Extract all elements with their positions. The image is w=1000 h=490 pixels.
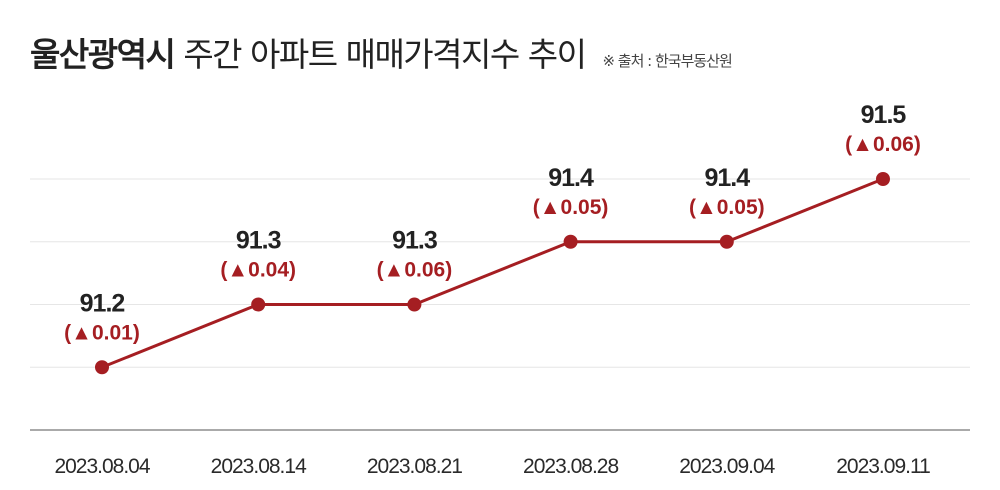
value-label: 91.2 bbox=[80, 289, 125, 317]
x-tick-label: 2023.08.04 bbox=[54, 455, 150, 478]
title-bold: 울산광역시 bbox=[30, 35, 176, 74]
x-tick-label: 2023.08.21 bbox=[367, 455, 462, 478]
x-tick-label: 2023.08.14 bbox=[211, 455, 307, 478]
title-rest: 주간 아파트 매매가격지수 추이 bbox=[183, 35, 587, 74]
value-label: 91.3 bbox=[392, 227, 437, 255]
data-point bbox=[563, 234, 578, 249]
series-line bbox=[101, 177, 884, 369]
delta-label: (▲0.01) bbox=[64, 321, 140, 344]
x-tick-label: 2023.08.28 bbox=[523, 455, 618, 478]
value-label: 91.4 bbox=[548, 164, 594, 192]
delta-label: (▲0.05) bbox=[533, 196, 609, 219]
source-note: ※ 출처 : 한국부동산원 bbox=[602, 52, 732, 70]
value-label: 91.3 bbox=[236, 227, 281, 255]
delta-label: (▲0.06) bbox=[377, 259, 453, 282]
data-point bbox=[251, 297, 266, 312]
delta-label: (▲0.05) bbox=[689, 196, 765, 219]
value-label: 91.5 bbox=[861, 101, 907, 129]
delta-label: (▲0.04) bbox=[220, 259, 296, 282]
x-tick-label: 2023.09.04 bbox=[679, 455, 775, 478]
data-point bbox=[876, 172, 890, 186]
chart-title: 울산광역시 주간 아파트 매매가격지수 추이 ※ 출처 : 한국부동산원 bbox=[30, 28, 733, 76]
delta-label: (▲0.06) bbox=[845, 133, 921, 156]
data-point bbox=[719, 234, 734, 249]
data-point bbox=[95, 360, 109, 375]
data-point bbox=[407, 297, 422, 312]
value-label: 91.4 bbox=[704, 164, 750, 192]
x-tick-label: 2023.09.11 bbox=[836, 455, 930, 478]
